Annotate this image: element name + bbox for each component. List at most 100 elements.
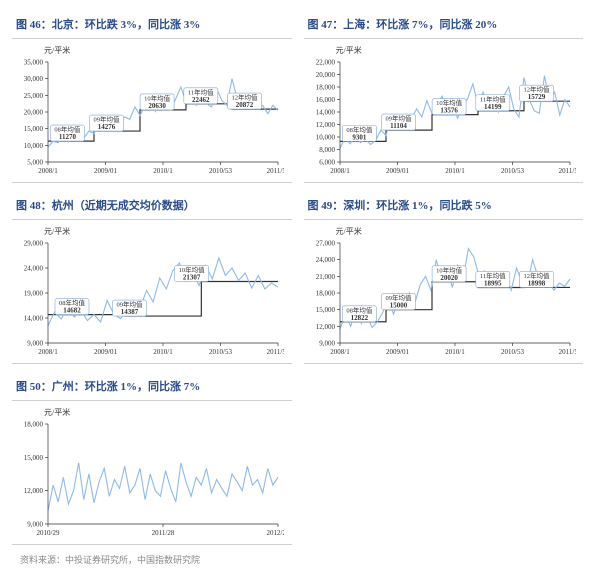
svg-text:2010/29: 2010/29: [37, 529, 60, 537]
svg-text:24,000: 24,000: [315, 256, 335, 264]
svg-text:2008/1: 2008/1: [330, 348, 350, 356]
svg-text:12822: 12822: [350, 314, 368, 322]
svg-text:25,000: 25,000: [24, 92, 44, 100]
svg-text:9,000: 9,000: [27, 340, 43, 348]
svg-text:20630: 20630: [148, 102, 166, 110]
svg-text:16,000: 16,000: [315, 96, 335, 104]
svg-text:10,000: 10,000: [24, 142, 44, 150]
charts-grid: 图 46：北京：环比跌 3%，同比涨 3% 元/平米 5,000 10,000 15…: [12, 12, 583, 545]
chart-title-hangzhou: 图 48：杭州（近期无成交均价数据）: [12, 193, 292, 220]
svg-text:15729: 15729: [527, 93, 545, 101]
svg-text:18995: 18995: [484, 279, 502, 287]
svg-text:30,000: 30,000: [24, 75, 44, 83]
svg-text:14276: 14276: [98, 123, 116, 131]
svg-text:2010/1: 2010/1: [445, 348, 465, 356]
svg-text:13576: 13576: [440, 107, 458, 115]
svg-text:24,000: 24,000: [24, 265, 44, 273]
svg-text:22,000: 22,000: [315, 59, 335, 67]
chart-card-beijing: 图 46：北京：环比跌 3%，同比涨 3% 元/平米 5,000 10,000 15…: [12, 12, 292, 183]
svg-text:2009/01: 2009/01: [94, 167, 117, 175]
svg-text:8,000: 8,000: [319, 146, 335, 154]
svg-text:15,000: 15,000: [24, 454, 44, 462]
chart-title-shenzhen: 图 49：深圳：环比涨 1%，同比跌 5%: [304, 193, 584, 220]
svg-text:2010/53: 2010/53: [501, 167, 524, 175]
chart-area-hangzhou: 元/平米 9,000 14,000 19,000 24,000 29,000 2008/1…: [12, 220, 292, 363]
chart-svg-shenzhen: 9,000 12,000 15,000 18,000 21,000 24,000 27,00…: [308, 239, 576, 359]
chart-area-beijing: 元/平米 5,000 10,000 15,000 20,000 25,000 30,000…: [12, 39, 292, 182]
svg-text:15000: 15000: [389, 302, 407, 310]
svg-text:2010/53: 2010/53: [501, 348, 524, 356]
svg-text:15,000: 15,000: [24, 125, 44, 133]
chart-svg-hangzhou: 9,000 14,000 19,000 24,000 29,000 2008/1 2009/…: [16, 239, 284, 359]
chart-card-shanghai: 图 47：上海：环比涨 7%，同比涨 20% 元/平米 6,000 8,000 10…: [304, 12, 584, 183]
svg-text:14,000: 14,000: [24, 315, 44, 323]
svg-text:2011/28: 2011/28: [152, 529, 175, 537]
svg-text:5,000: 5,000: [27, 159, 43, 167]
svg-text:19,000: 19,000: [24, 290, 44, 298]
svg-text:2010/1: 2010/1: [153, 167, 173, 175]
svg-text:9,000: 9,000: [27, 521, 43, 529]
svg-text:11270: 11270: [59, 133, 77, 141]
chart-area-shenzhen: 元/平米 9,000 12,000 15,000 18,000 21,000 24,000…: [304, 220, 584, 363]
svg-text:2012/28: 2012/28: [267, 529, 284, 537]
chart-title-shanghai: 图 47：上海：环比涨 7%，同比涨 20%: [304, 12, 584, 39]
y-unit-guangzhou: 元/平米: [44, 407, 288, 418]
svg-text:20,000: 20,000: [315, 71, 335, 79]
chart-svg-shanghai: 6,000 8,000 10,000 12,000 14,000 16,000 18,000…: [308, 58, 576, 178]
chart-title-guangzhou: 图 50：广州：环比涨 1%，同比涨 7%: [12, 374, 292, 401]
svg-text:21,000: 21,000: [315, 273, 335, 281]
svg-text:2010/53: 2010/53: [209, 348, 232, 356]
svg-text:2011/52: 2011/52: [558, 167, 575, 175]
svg-text:2010/53: 2010/53: [209, 167, 232, 175]
y-unit-shenzhen: 元/平米: [336, 226, 580, 237]
svg-text:12,000: 12,000: [24, 487, 44, 495]
y-unit-shanghai: 元/平米: [336, 45, 580, 56]
y-unit-hangzhou: 元/平米: [44, 226, 288, 237]
svg-text:2011/52: 2011/52: [267, 167, 284, 175]
svg-text:2009/01: 2009/01: [386, 167, 409, 175]
svg-text:2010/1: 2010/1: [153, 348, 173, 356]
svg-text:22462: 22462: [192, 96, 210, 104]
svg-text:18998: 18998: [527, 279, 545, 287]
svg-text:2011/52: 2011/52: [267, 348, 284, 356]
svg-text:14,000: 14,000: [315, 109, 335, 117]
svg-text:2008/1: 2008/1: [330, 167, 350, 175]
svg-text:2009/01: 2009/01: [386, 348, 409, 356]
chart-card-shenzhen: 图 49：深圳：环比涨 1%，同比跌 5% 元/平米 9,000 12,000 15…: [304, 193, 584, 364]
svg-text:15,000: 15,000: [315, 306, 335, 314]
svg-text:20,000: 20,000: [24, 109, 44, 117]
svg-text:14682: 14682: [63, 307, 81, 315]
svg-text:14387: 14387: [121, 308, 139, 316]
svg-text:20020: 20020: [440, 274, 458, 282]
svg-text:27,000: 27,000: [315, 240, 335, 248]
svg-text:6,000: 6,000: [319, 159, 335, 167]
chart-card-hangzhou: 图 48：杭州（近期无成交均价数据） 元/平米 9,000 14,000 19,00…: [12, 193, 292, 364]
chart-svg-guangzhou: 9,000 12,000 15,000 18,000 2010/29 2011/28 201…: [16, 420, 284, 540]
chart-title-beijing: 图 46：北京：环比跌 3%，同比涨 3%: [12, 12, 292, 39]
svg-text:18,000: 18,000: [24, 421, 44, 429]
svg-text:35,000: 35,000: [24, 59, 44, 67]
svg-text:9301: 9301: [352, 133, 367, 141]
svg-text:12,000: 12,000: [315, 121, 335, 129]
svg-text:20872: 20872: [236, 101, 254, 109]
svg-text:2009/01: 2009/01: [94, 348, 117, 356]
svg-text:12,000: 12,000: [315, 323, 335, 331]
chart-svg-beijing: 5,000 10,000 15,000 20,000 25,000 30,000 35,00…: [16, 58, 284, 178]
svg-text:2011/52: 2011/52: [558, 348, 575, 356]
svg-text:10,000: 10,000: [315, 134, 335, 142]
svg-text:11104: 11104: [390, 122, 407, 130]
svg-text:21307: 21307: [183, 273, 201, 281]
svg-text:2008/1: 2008/1: [38, 348, 58, 356]
svg-text:18,000: 18,000: [315, 290, 335, 298]
y-unit-beijing: 元/平米: [44, 45, 288, 56]
svg-text:29,000: 29,000: [24, 240, 44, 248]
svg-text:14199: 14199: [484, 103, 502, 111]
svg-text:18,000: 18,000: [315, 84, 335, 92]
source-footer: 资料来源：中投证券研究所，中国指数研究院: [12, 553, 583, 566]
chart-area-guangzhou: 元/平米 9,000 12,000 15,000 18,000 2010/29 2011/…: [12, 401, 292, 544]
chart-card-guangzhou: 图 50：广州：环比涨 1%，同比涨 7% 元/平米 9,000 12,000 15…: [12, 374, 292, 545]
svg-text:2008/1: 2008/1: [38, 167, 58, 175]
svg-text:2010/1: 2010/1: [445, 167, 465, 175]
chart-area-shanghai: 元/平米 6,000 8,000 10,000 12,000 14,000 16,000 1…: [304, 39, 584, 182]
svg-text:9,000: 9,000: [319, 340, 335, 348]
